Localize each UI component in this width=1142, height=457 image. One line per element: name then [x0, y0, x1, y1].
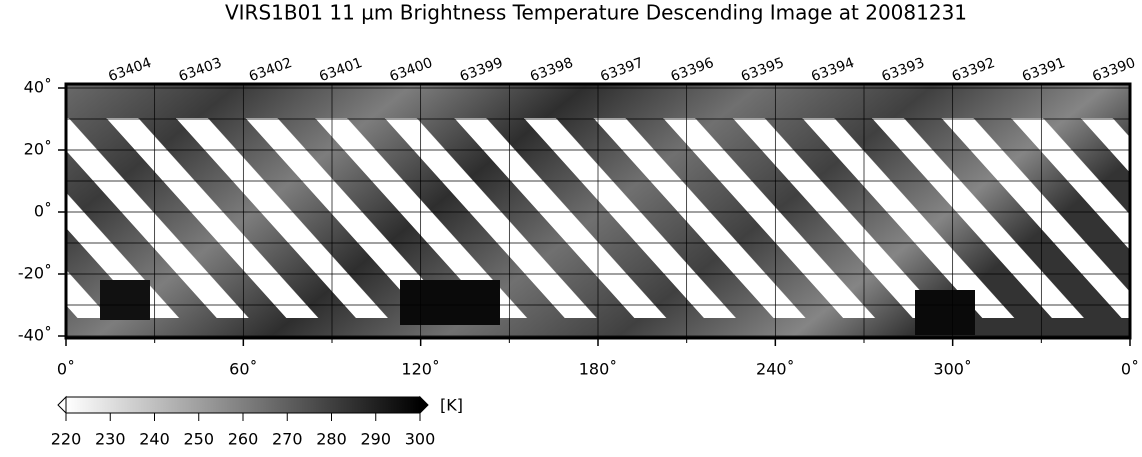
title: VIRS1B01 11 µm Brightness Temperature De…: [225, 1, 967, 25]
colorbar-tick-label: 220: [51, 430, 82, 449]
lat-tick-label: -20˚: [18, 264, 52, 283]
colorbar-tick-label: 230: [95, 430, 126, 449]
colorbar-tick-label: 300: [405, 430, 436, 449]
lon-tick-label: 240˚: [756, 360, 795, 379]
lon-tick-label: 0˚: [57, 360, 75, 379]
colorbar-tick-label: 280: [316, 430, 347, 449]
colorbar-tick-label: 270: [272, 430, 303, 449]
orbit-number: 63390: [1090, 55, 1137, 85]
orbit-number: 63403: [177, 55, 224, 85]
map-frame: [64, 82, 1132, 340]
graticule: [58, 84, 1131, 346]
lon-tick-label: 180˚: [579, 360, 618, 379]
orbit-number: 63395: [739, 55, 786, 85]
orbit-number: 63394: [809, 55, 856, 85]
orbit-number: 63396: [669, 55, 716, 85]
colorbar-tick-label: 250: [183, 430, 214, 449]
colorbar-tick-label: 260: [228, 430, 259, 449]
lat-tick-label: -40˚: [18, 326, 52, 345]
lon-tick-label: 300˚: [933, 360, 972, 379]
colorbar: [K] 220 230 240 250 260 270 280 290 300: [51, 396, 463, 449]
orbit-number: 63392: [950, 55, 997, 85]
lat-tick-label: 20˚: [24, 140, 52, 159]
colorbar-tick-label: 240: [139, 430, 170, 449]
colorbar-tick-label: 290: [360, 430, 391, 449]
lon-tick-label: 60˚: [229, 360, 257, 379]
orbit-number: 63398: [528, 55, 575, 85]
orbit-number: 63404: [106, 55, 153, 85]
orbit-number: 63402: [247, 55, 294, 85]
orbit-number: 63391: [1020, 55, 1067, 85]
lon-tick-label: 120˚: [401, 360, 440, 379]
colorbar-unit: [K]: [440, 396, 463, 415]
lat-tick-label: 40˚: [24, 78, 52, 97]
orbit-number: 63400: [387, 55, 434, 85]
lon-tick-label: 0˚: [1121, 360, 1139, 379]
orbit-number: 63399: [458, 55, 505, 85]
orbit-number: 63393: [879, 55, 926, 85]
orbit-number: 63401: [317, 55, 364, 85]
lat-tick-label: 0˚: [34, 202, 52, 221]
orbit-number: 63397: [598, 55, 645, 85]
